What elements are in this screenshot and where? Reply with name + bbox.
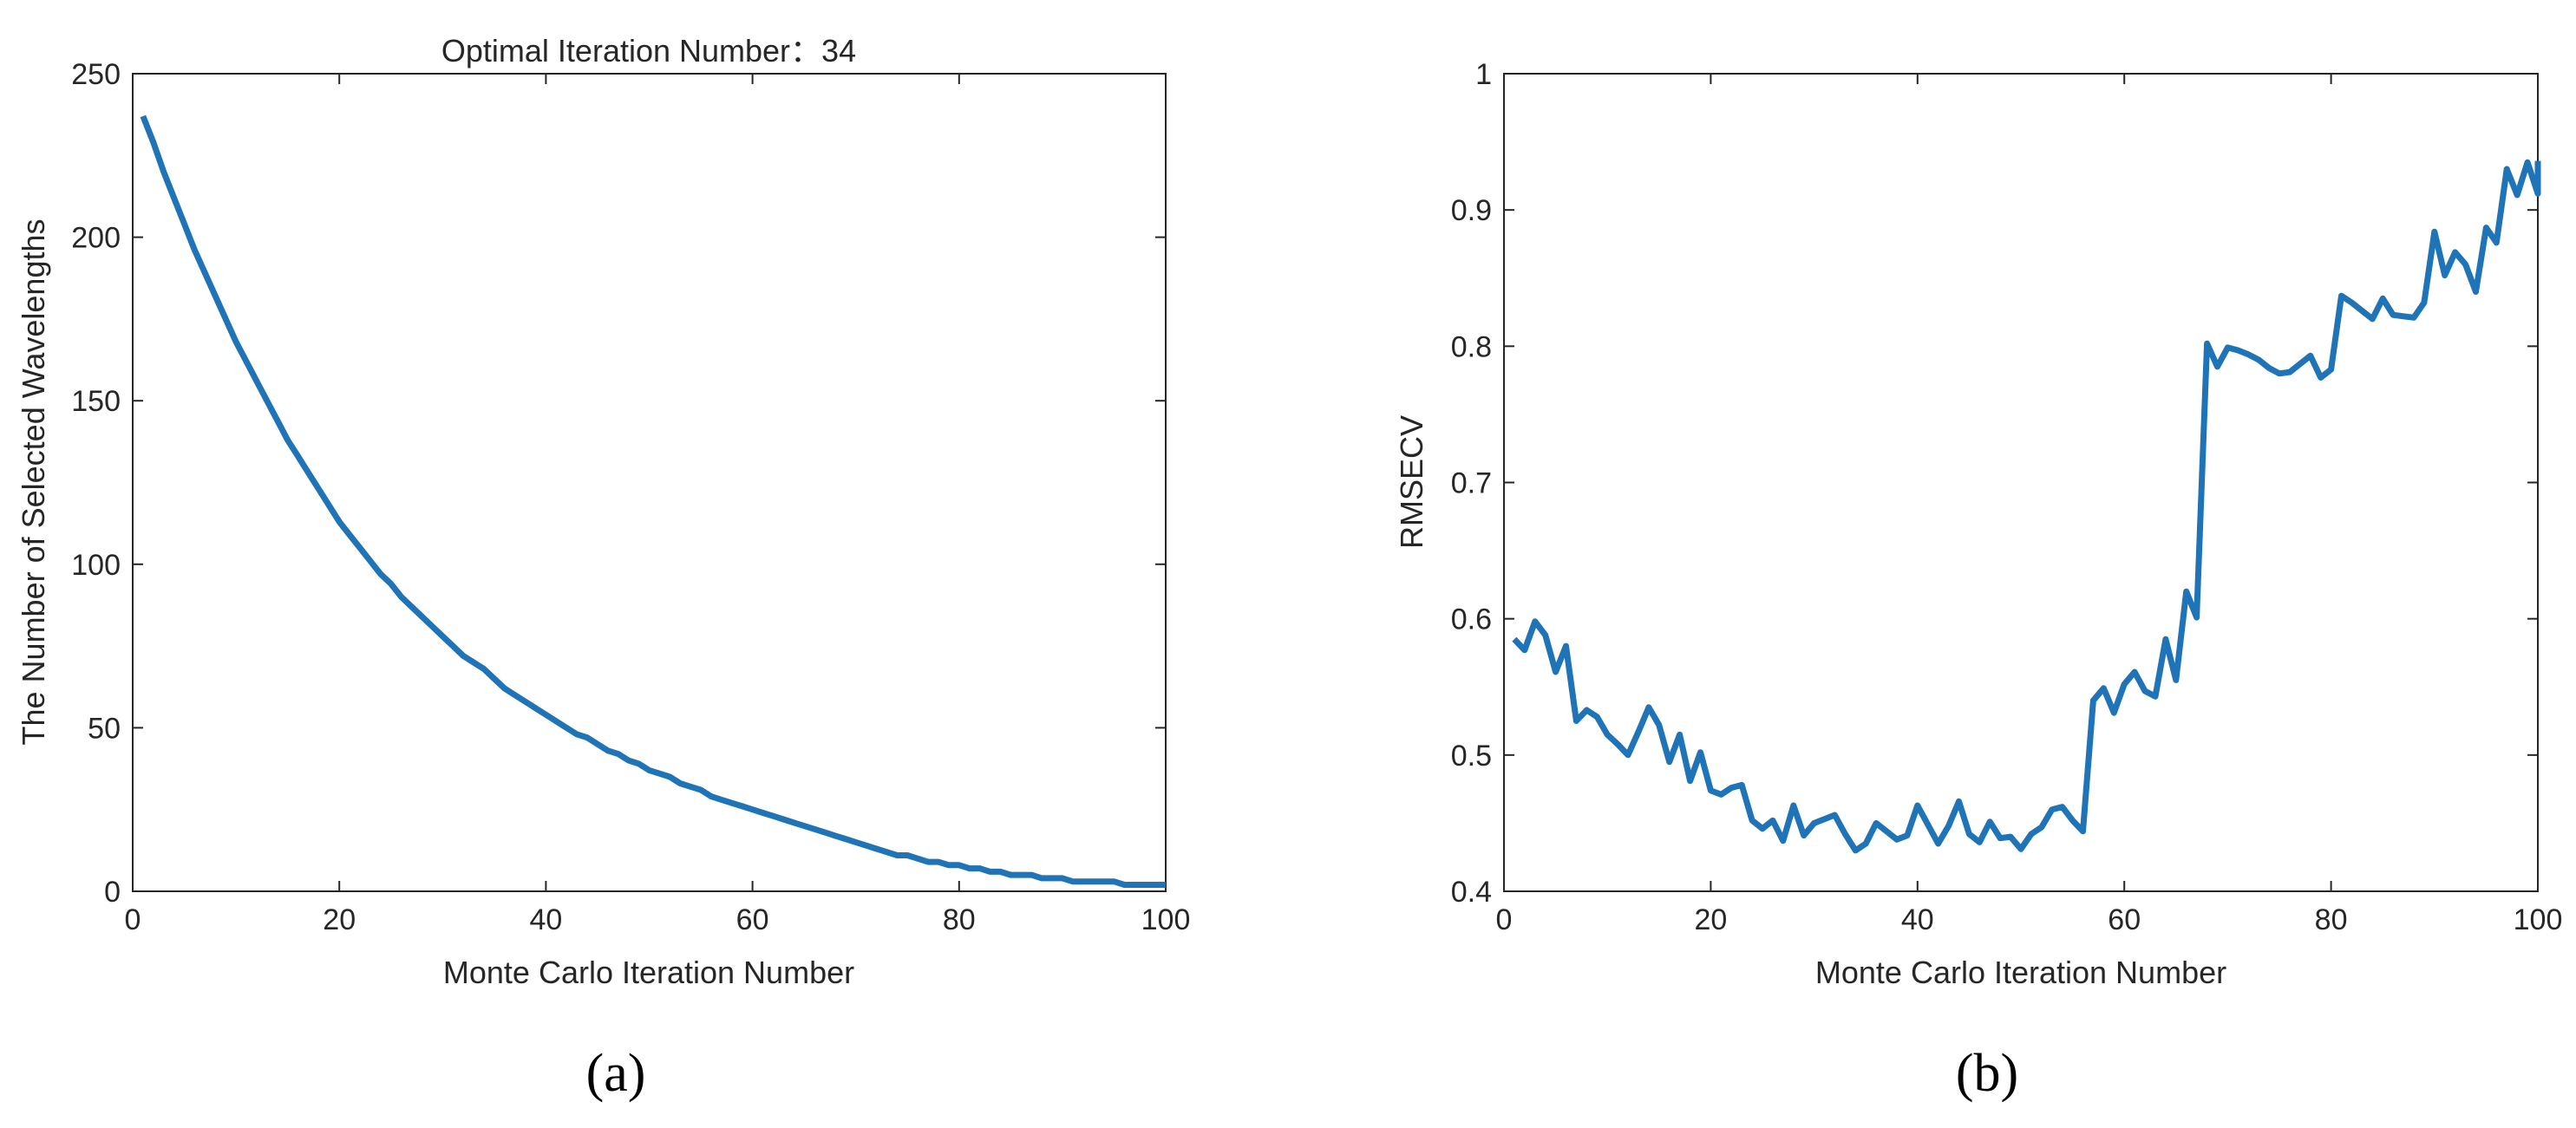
x-tick-label: 80 [943, 903, 976, 936]
y-tick-label: 0.9 [1451, 194, 1492, 227]
x-tick-label: 100 [1141, 903, 1191, 936]
y-tick-label: 100 [71, 549, 121, 582]
x-tick-label: 40 [529, 903, 562, 936]
chart-b-xlabel: Monte Carlo Iteration Number [1815, 955, 2226, 990]
x-tick-label: 0 [125, 903, 141, 936]
chart-a-plot-frame [132, 73, 1167, 892]
x-tick-label: 100 [2514, 903, 2563, 936]
x-tick-label: 60 [736, 903, 769, 936]
chart-a: Optimal Iteration Number：34 0 20 40 60 80 100… [16, 33, 1190, 1103]
y-tick-label: 0.5 [1451, 740, 1492, 773]
chart-b: 0 20 40 60 80 100 0.4 0.5 0.6 0.7 0.8 0.9 1 Monte C… [1394, 58, 2562, 1103]
chart-a-title: Optimal Iteration Number：34 [441, 33, 856, 68]
chart-a-x-ticks: 0 20 40 60 80 100 [125, 74, 1191, 936]
panel-a-label: (a) [586, 1044, 646, 1103]
y-tick-label: 200 [71, 222, 121, 255]
x-tick-label: 20 [1694, 903, 1727, 936]
chart-a-ylabel: The Number of Selected Wavelengths [16, 219, 51, 746]
chart-b-x-ticks: 0 20 40 60 80 100 [1496, 74, 2563, 936]
y-tick-label: 150 [71, 385, 121, 418]
chart-a-y-ticks: 0 50 100 150 200 250 [71, 58, 1166, 909]
chart-b-y-ticks: 0.4 0.5 0.6 0.7 0.8 0.9 1 [1451, 58, 2538, 909]
x-tick-label: 60 [2108, 903, 2141, 936]
series-line [1512, 159, 2541, 854]
y-tick-label: 250 [71, 58, 121, 91]
y-tick-label: 0.6 [1451, 603, 1492, 636]
chart-b-series [1512, 159, 2541, 854]
chart-a-series [140, 114, 1166, 888]
x-tick-label: 80 [2315, 903, 2348, 936]
y-tick-label: 0.4 [1451, 876, 1492, 909]
y-tick-label: 0.7 [1451, 467, 1492, 500]
x-tick-label: 40 [1901, 903, 1934, 936]
series-line [140, 114, 1166, 888]
y-tick-label: 0 [104, 876, 121, 909]
x-tick-label: 20 [323, 903, 356, 936]
chart-b-ylabel: RMSECV [1394, 415, 1429, 549]
chart-a-xlabel: Monte Carlo Iteration Number [443, 955, 854, 990]
y-tick-label: 50 [88, 712, 121, 745]
y-tick-label: 0.8 [1451, 330, 1492, 363]
panel-b-label: (b) [1956, 1044, 2018, 1103]
y-tick-label: 1 [1475, 58, 1492, 91]
x-tick-label: 0 [1496, 903, 1513, 936]
